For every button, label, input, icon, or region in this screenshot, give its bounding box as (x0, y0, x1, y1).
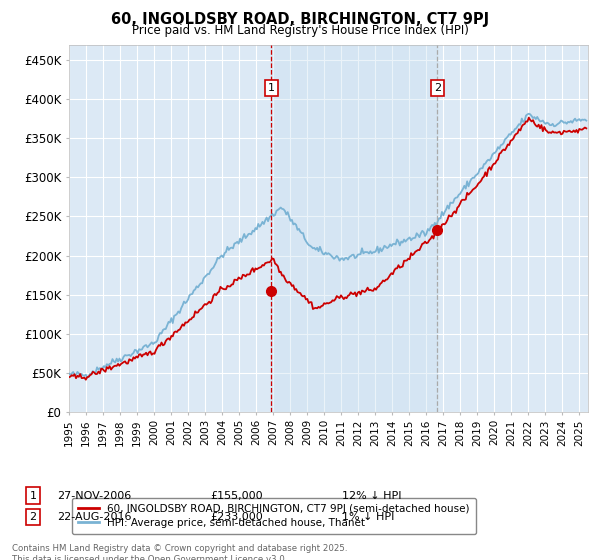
Bar (271, 45, 437, 412)
Text: 22-AUG-2016: 22-AUG-2016 (57, 512, 131, 522)
Legend: 60, INGOLDSBY ROAD, BIRCHINGTON, CT7 9PJ (semi-detached house), HPI: Average pri: 60, INGOLDSBY ROAD, BIRCHINGTON, CT7 9PJ… (71, 497, 476, 534)
Text: Price paid vs. HM Land Registry's House Price Index (HPI): Price paid vs. HM Land Registry's House … (131, 24, 469, 36)
Text: 27-NOV-2006: 27-NOV-2006 (57, 491, 131, 501)
Text: 2: 2 (29, 512, 37, 522)
Text: £155,000: £155,000 (210, 491, 263, 501)
Text: 1: 1 (268, 83, 275, 93)
Text: 60, INGOLDSBY ROAD, BIRCHINGTON, CT7 9PJ: 60, INGOLDSBY ROAD, BIRCHINGTON, CT7 9PJ (111, 12, 489, 27)
Text: 1: 1 (29, 491, 37, 501)
Text: £233,000: £233,000 (210, 512, 263, 522)
Text: 1% ↓ HPI: 1% ↓ HPI (342, 512, 394, 522)
Text: Contains HM Land Registry data © Crown copyright and database right 2025.
This d: Contains HM Land Registry data © Crown c… (12, 544, 347, 560)
Text: 2: 2 (434, 83, 441, 93)
Text: 12% ↓ HPI: 12% ↓ HPI (342, 491, 401, 501)
